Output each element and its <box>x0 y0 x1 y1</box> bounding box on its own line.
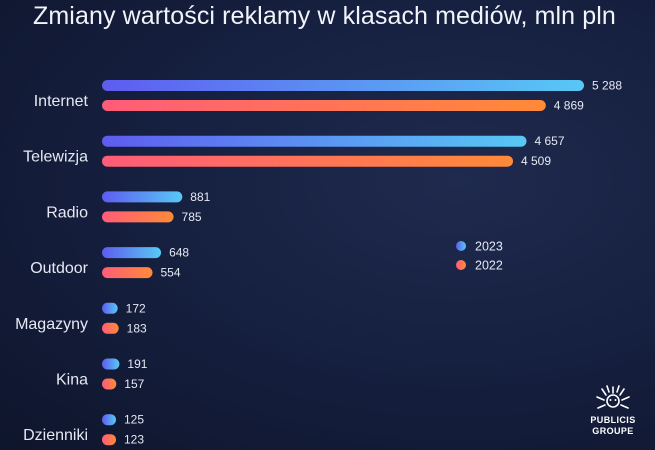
bar-2023 <box>102 80 584 91</box>
category-label: Telewizja <box>23 149 88 166</box>
lion-emblem-icon <box>596 385 630 409</box>
value-label: 648 <box>169 246 189 260</box>
category-label: Magazyny <box>15 316 88 333</box>
category-label: Radio <box>46 204 88 221</box>
logo-line-2: GROUPE <box>592 426 634 436</box>
bar-2022 <box>102 378 117 390</box>
bars-group: Internet 5 288 4 869 Telewizja 4 657 4 509 Rad… <box>15 79 622 447</box>
value-label: 785 <box>182 210 202 224</box>
bar-2022 <box>102 267 153 279</box>
bar-2023 <box>102 414 116 426</box>
category-label: Dzienniki <box>23 427 88 444</box>
bar-2023 <box>102 247 162 259</box>
legend-marker-2023 <box>456 241 466 251</box>
bar-2023 <box>102 358 120 370</box>
value-label: 191 <box>127 357 147 371</box>
legend-marker-2022 <box>456 260 466 270</box>
value-label: 881 <box>190 190 210 204</box>
logo-line-1: PUBLICIS <box>590 415 636 425</box>
value-label: 4 509 <box>521 154 551 168</box>
bar-2022 <box>102 211 174 223</box>
bar-2022 <box>102 434 116 446</box>
bar-2023 <box>102 191 183 203</box>
category-label: Kina <box>56 372 88 389</box>
value-label: 554 <box>160 266 180 280</box>
chart-title: Zmiany wartości reklamy w klasach mediów… <box>33 2 616 30</box>
category-label: Outdoor <box>30 260 88 277</box>
category-label: Internet <box>34 93 89 110</box>
legend-label: 2022 <box>475 259 503 273</box>
value-label: 123 <box>124 433 144 447</box>
value-label: 125 <box>124 413 144 427</box>
value-label: 157 <box>124 377 144 391</box>
value-label: 4 869 <box>554 99 584 113</box>
value-label: 5 288 <box>592 79 622 93</box>
bar-2023 <box>102 135 527 147</box>
bar-2022 <box>102 322 119 334</box>
value-label: 4 657 <box>534 134 564 148</box>
value-label: 172 <box>126 301 146 315</box>
bar-2022 <box>102 100 546 111</box>
legend: 2023 2022 <box>456 240 503 273</box>
bar-2022 <box>102 155 513 167</box>
value-label: 183 <box>127 321 147 335</box>
bar-2023 <box>102 302 118 314</box>
legend-label: 2023 <box>475 240 503 254</box>
publicis-groupe-logo: PUBLICIS GROUPE <box>584 384 642 440</box>
